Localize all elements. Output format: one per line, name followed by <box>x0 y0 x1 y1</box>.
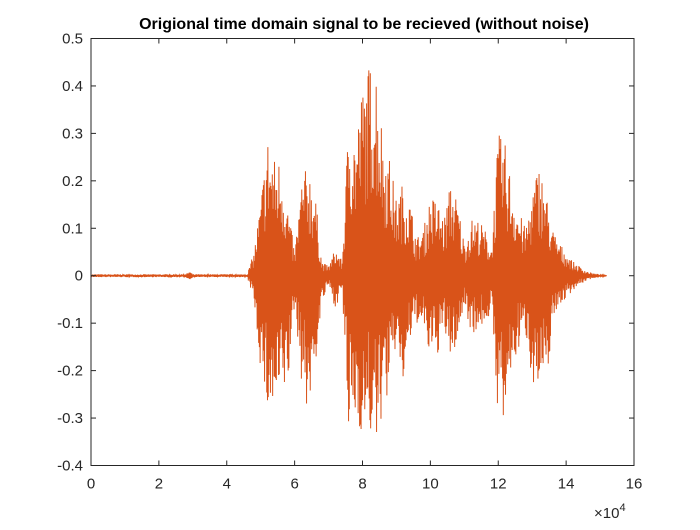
y-tick-label: 0 <box>75 268 83 285</box>
x-tick-label: 2 <box>155 476 163 493</box>
x-exponent-base: ×10 <box>594 505 619 522</box>
y-axis: -0.4 -0.3 -0.2 -0.1 0 0.1 0.2 0.3 0.4 0.5 <box>57 31 634 475</box>
signal-line <box>90 70 607 432</box>
x-tick-label: 6 <box>290 476 298 493</box>
x-exponent-power: 4 <box>619 502 625 514</box>
y-tick-label: 0.1 <box>62 220 83 237</box>
x-axis: 0 2 4 6 8 10 12 14 16 <box>87 38 643 493</box>
x-tick-label: 14 <box>558 476 575 493</box>
x-tick-label: 12 <box>490 476 507 493</box>
x-tick-label: 10 <box>422 476 439 493</box>
x-tick-label: 8 <box>358 476 366 493</box>
y-tick-label: 0.4 <box>62 78 83 95</box>
y-tick-label: 0.2 <box>62 173 83 190</box>
x-tick-label: 0 <box>87 476 95 493</box>
y-tick-label: -0.1 <box>57 315 83 332</box>
x-exponent-label: ×104 <box>594 502 626 522</box>
y-tick-label: -0.2 <box>57 363 83 380</box>
y-tick-label: 0.5 <box>62 31 83 48</box>
chart-title: Origional time domain signal to be recie… <box>139 16 589 33</box>
svg-text:×104: ×104 <box>594 502 626 522</box>
x-tick-label: 16 <box>626 476 643 493</box>
signal-layer <box>90 70 607 432</box>
y-tick-label: 0.3 <box>62 125 83 142</box>
x-tick-label: 4 <box>223 476 231 493</box>
y-tick-label: -0.4 <box>57 458 83 475</box>
y-tick-label: -0.3 <box>57 410 83 427</box>
